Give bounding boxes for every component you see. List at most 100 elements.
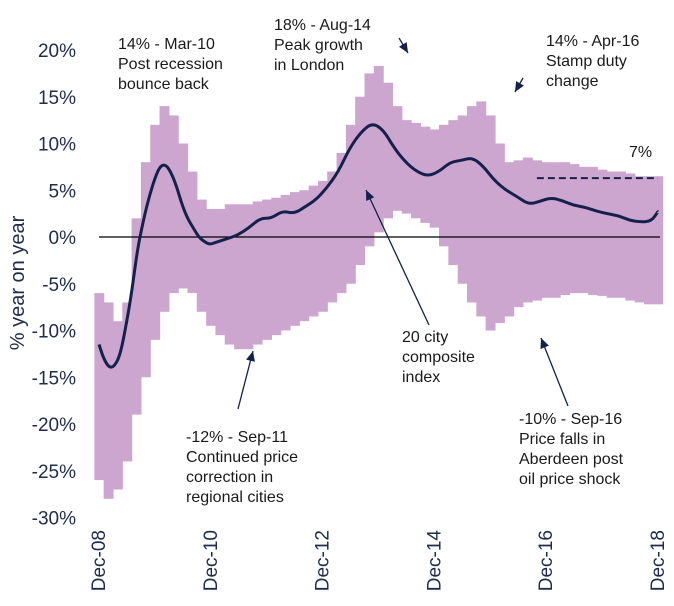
range-band-bar [560,162,571,295]
range-band-bar [150,124,161,340]
annotation-line: bounce back [118,76,210,93]
range-band-bar [476,101,487,317]
y-tick-label: 0% [49,228,77,249]
range-band-bar [392,106,403,211]
annotation-arrow-head [366,190,375,201]
annotation-line: composite [402,349,475,366]
range-band-bar [513,160,524,308]
x-tick-label: Dec-10 [201,530,222,591]
range-band-bar [168,115,179,294]
range-band-bar [112,321,123,490]
range-band-bar [224,204,235,345]
range-band-bar [569,164,580,294]
x-tick-label: Dec-12 [313,530,334,591]
annotation-arrow-shaft [540,337,569,407]
y-tick-label: -5% [42,275,76,296]
x-tick-label: Dec-18 [648,530,669,591]
y-tick-label: 20% [38,41,76,62]
range-band-bar [317,180,328,312]
range-band-bar [159,106,170,312]
y-tick-label: -10% [32,322,76,343]
index-series-line [97,123,660,369]
x-tick-label: Dec-14 [424,530,445,592]
range-band-bar [289,192,300,326]
annotation-line: oil price shock [519,471,621,488]
annotation-line: 18% - Aug-14 [274,17,371,34]
range-band-bar [653,176,664,305]
range-band-bar [597,169,608,296]
y-axis-ticks: 20% 15% 10% 5% 0% -5% -10% -15% -20% -25% -30% [32,41,76,530]
range-band-bar [373,65,384,233]
range-band-bar [606,171,617,298]
range-band-bar [532,160,543,301]
range-band-bar [131,218,142,415]
annotation-arrow-head [515,81,524,92]
range-band-bar [588,166,599,295]
range-band-bar [336,152,347,294]
annotation-line: regional cities [186,489,284,506]
range-band-bar [541,162,552,298]
y-tick-label: -30% [32,509,76,530]
y-tick-label: -25% [32,462,76,483]
y-tick-label: -15% [32,368,76,389]
annotation-arrow-head [540,338,549,349]
range-band-bar [122,302,133,462]
range-band-bar [252,201,263,345]
y-tick-label: 10% [38,135,76,156]
x-tick-label: Dec-16 [536,530,557,591]
range-band-bar [457,115,468,284]
range-band-bar [383,82,394,219]
annotation-line: index [402,369,440,386]
range-band [94,65,664,499]
range-band-bar [616,171,626,298]
range-band-bar [448,120,459,266]
reference-line-label: 7% [629,144,652,161]
range-band-bar [94,293,105,481]
y-tick-label: 5% [49,181,77,202]
range-band-bar [550,162,561,298]
annotation-line: Continued price [186,449,298,466]
x-tick-label: Dec-08 [89,530,110,591]
range-band-bar [243,204,254,350]
annotation-line: Stamp duty [546,53,627,70]
range-band-bar [634,176,645,303]
range-band-bar [299,190,310,322]
range-band-bar [429,129,440,228]
annotation-arrows [237,37,569,410]
range-band-bar [522,157,533,303]
range-band-bar [206,208,217,326]
range-band-bar [271,197,282,336]
annotation-line: change [546,73,599,90]
annotation-line: correction in [186,469,273,486]
range-band-bar [262,199,272,340]
range-band-bar [280,194,291,331]
range-band-bar [466,106,477,303]
range-band-bar [644,176,654,305]
range-band-bar [578,166,589,294]
range-band-bar [439,124,449,247]
annotation-arrow-head [399,42,408,53]
annotation-line: 20 city [402,329,448,346]
x-axis-ticks: Dec-08 Dec-10 Dec-12 Dec-14 Dec-16 Dec-18 [89,530,669,592]
range-band-bar [355,96,366,266]
range-band-bar [364,73,375,247]
annotation-arrow-head [246,351,255,362]
annotation-line: in London [274,57,344,74]
range-band-bar [494,143,505,324]
range-band-bar [401,120,412,214]
range-band-bar [345,124,356,284]
y-tick-label: 15% [38,88,76,109]
range-band-bar [215,208,226,336]
annotation-line: Post recession [118,56,223,73]
y-axis-label: % year on year [7,215,29,350]
y-tick-label: -20% [32,415,76,436]
annotation-arrow-shaft [365,189,430,326]
range-band-bar [103,302,114,499]
annotation-line: -12% - Sep-11 [186,429,288,446]
range-band-bar [140,162,151,378]
range-band-bar [178,143,189,289]
range-band-bar [187,171,198,294]
annotation-line: Price falls in [519,431,605,448]
range-band-bar [196,199,207,312]
annotation-line: 14% - Apr-16 [546,33,639,50]
